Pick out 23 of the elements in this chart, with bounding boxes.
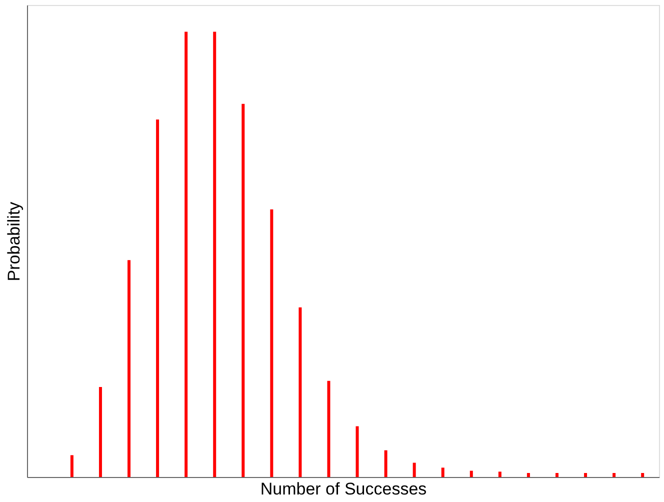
bar xyxy=(128,260,131,477)
bar xyxy=(641,472,644,477)
bar xyxy=(213,32,216,477)
bar xyxy=(356,426,359,477)
bar xyxy=(498,472,502,477)
bar xyxy=(555,472,558,477)
bar xyxy=(242,104,245,477)
bar xyxy=(526,472,530,477)
bar xyxy=(270,209,274,477)
bar xyxy=(156,119,160,477)
y-axis-title: Probability xyxy=(4,201,24,282)
bar xyxy=(184,32,188,477)
bar xyxy=(327,380,330,477)
bar xyxy=(98,387,102,477)
bar xyxy=(384,450,388,477)
bar xyxy=(70,455,74,477)
bar xyxy=(470,470,473,477)
bar xyxy=(441,468,444,477)
x-axis-title: Number of Successes xyxy=(260,480,427,498)
bar xyxy=(298,307,302,477)
bar xyxy=(612,472,616,477)
bar xyxy=(412,462,416,477)
bar xyxy=(584,472,588,477)
